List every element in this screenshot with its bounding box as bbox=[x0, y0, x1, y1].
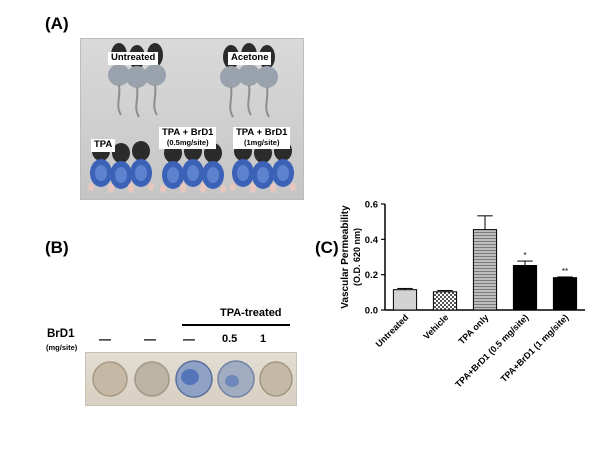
dose-mark: — bbox=[99, 332, 111, 346]
significance-marker: ** bbox=[562, 267, 568, 276]
ear-tissue-photo bbox=[85, 352, 297, 406]
significance-marker: * bbox=[523, 251, 526, 260]
ear-tissue-illustration bbox=[92, 360, 293, 398]
y-axis-label: Vascular Permeability bbox=[340, 205, 351, 309]
dose-mark: 1 bbox=[260, 333, 267, 345]
label-tpa-brd1-low-dose: (0.5mg/site) bbox=[166, 137, 209, 147]
y-tick-label: 0.0 bbox=[365, 306, 378, 317]
dose-mark: — bbox=[144, 332, 156, 346]
y-axis-label-sub: (O.D. 620 nm) bbox=[352, 228, 362, 286]
panel-c-label: (C) bbox=[315, 238, 339, 257]
x-tick-label: TPA+BrD1 (1 mg/site) bbox=[499, 312, 571, 384]
panel-a-label: (A) bbox=[45, 14, 69, 33]
x-tick-label: TPA+BrD1 (0.5 mg/site) bbox=[453, 312, 530, 389]
label-untreated: Untreated bbox=[108, 52, 159, 65]
label-acetone: Acetone bbox=[228, 52, 272, 65]
y-tick-label: 0.6 bbox=[365, 200, 378, 211]
x-tick-label: Untreated bbox=[374, 312, 411, 349]
tpa-treated-line bbox=[182, 324, 290, 326]
bar bbox=[392, 289, 418, 311]
x-tick-label: TPA only bbox=[456, 312, 490, 346]
dose-mark: — bbox=[183, 332, 195, 346]
label-tpa-brd1-high-dose: (1mg/site) bbox=[244, 137, 280, 147]
brd1-row-unit: (mg/site) bbox=[46, 343, 78, 352]
y-tick-label: 0.2 bbox=[365, 270, 378, 281]
panel-b-label: (B) bbox=[45, 238, 69, 257]
mice-photo: Untreated Acetone TPA TPA + BrD1 (0.5mg/… bbox=[80, 38, 304, 200]
label-tpa-brd1-high: TPA + BrD1 (1mg/site) bbox=[233, 127, 291, 149]
label-tpa-brd1-high-name: TPA + BrD1 bbox=[236, 127, 288, 138]
bar bbox=[512, 264, 538, 311]
dose-mark: 0.5 bbox=[222, 333, 238, 345]
vascular-permeability-chart: 0.0 0.2 0.4 0.6 Vascular Permeability (O.D. 6… bbox=[340, 200, 585, 390]
label-tpa-brd1-low-name: TPA + BrD1 bbox=[162, 127, 214, 138]
label-tpa: TPA bbox=[91, 139, 116, 152]
bar bbox=[432, 291, 458, 311]
x-tick-label: Vehicle bbox=[421, 312, 450, 341]
label-tpa-brd1-low: TPA + BrD1 (0.5mg/site) bbox=[159, 127, 217, 149]
y-tick-label: 0.4 bbox=[365, 235, 379, 246]
bar bbox=[472, 229, 498, 311]
brd1-row-label: BrD1 bbox=[47, 328, 75, 340]
bar bbox=[552, 277, 578, 311]
tpa-treated-header: TPA-treated bbox=[220, 307, 282, 319]
